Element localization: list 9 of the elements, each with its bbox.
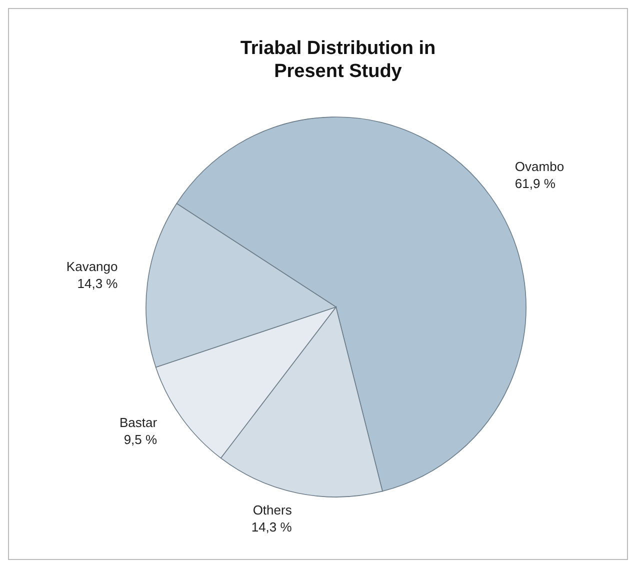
data-label: 9,5 % [124, 432, 158, 448]
slice-label: Kavango [66, 259, 118, 274]
slice-label: Bastar [119, 415, 158, 430]
data-label: 14,3 % [77, 276, 118, 292]
slice-label: Ovambo [514, 158, 564, 174]
chart-title: Triabal Distribution in Present Study [239, 37, 437, 84]
data-label: 61,9 % [514, 176, 556, 191]
slice-label: Others [252, 502, 292, 518]
data-label: 14,3 % [251, 520, 292, 535]
